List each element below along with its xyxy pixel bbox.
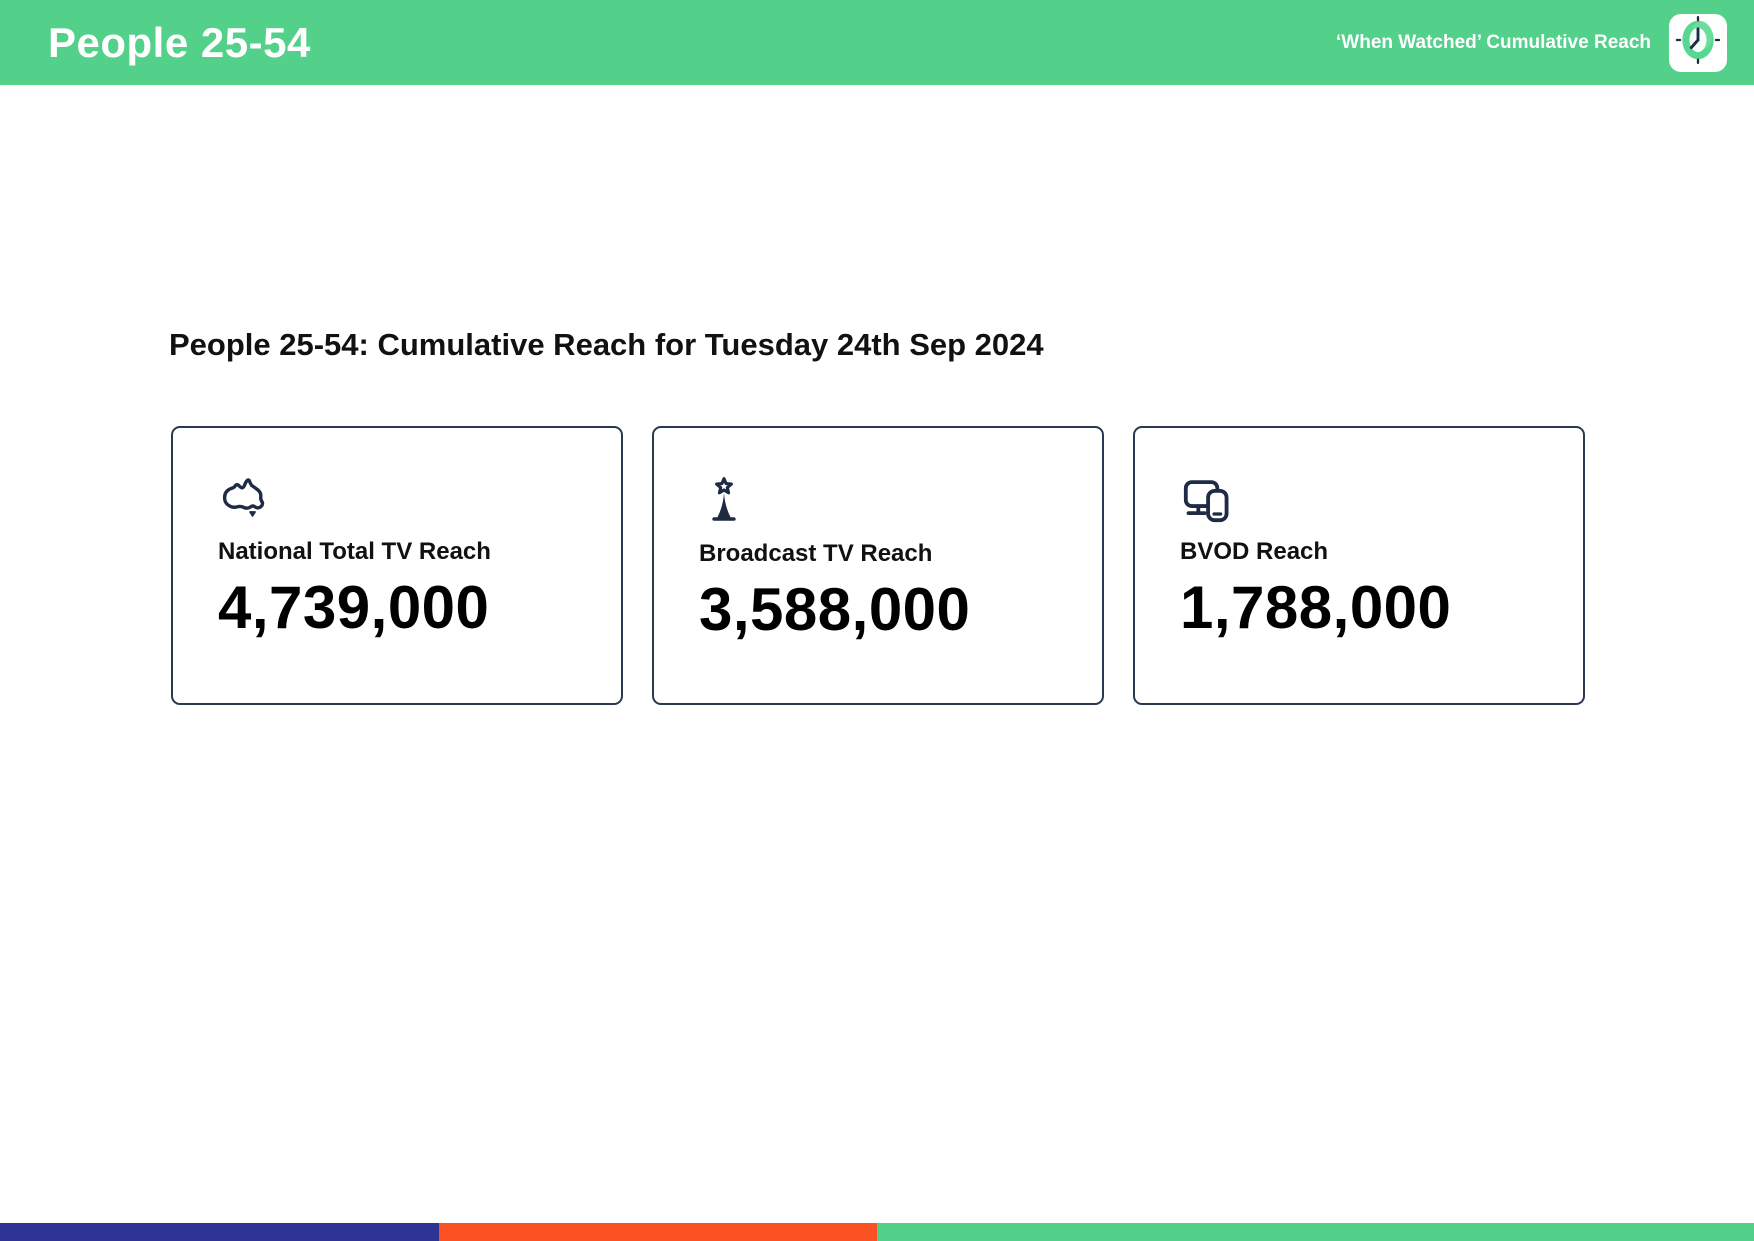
kpi-value: 1,788,000	[1180, 574, 1452, 641]
kpi-card-broadcast-tv-reach: Broadcast TV Reach 3,588,000	[652, 426, 1104, 705]
kpi-label: Broadcast TV Reach	[699, 540, 933, 567]
footer-segment-navy	[0, 1223, 439, 1241]
kpi-value: 4,739,000	[218, 574, 490, 641]
page-title: People 25-54	[48, 18, 311, 66]
app-header: People 25-54 ‘When Watched’ Cumulative R…	[0, 0, 1754, 85]
footer-segment-orange	[438, 1223, 877, 1241]
broadcast-tower-icon	[699, 474, 1062, 526]
kpi-value: 3,588,000	[699, 576, 971, 643]
clock-logo-badge	[1669, 13, 1727, 72]
report-body: People 25-54: Cumulative Reach for Tuesd…	[0, 327, 1754, 705]
clock-icon	[1672, 14, 1724, 71]
kpi-card-national-total-tv-reach: National Total TV Reach 4,739,000	[171, 426, 623, 705]
australia-map-icon	[218, 474, 581, 524]
report-heading: People 25-54: Cumulative Reach for Tuesd…	[169, 327, 1044, 362]
kpi-card-bvod-reach: BVOD Reach 1,788,000	[1133, 426, 1585, 705]
header-right: ‘When Watched’ Cumulative Reach	[1336, 13, 1727, 72]
header-subtitle: ‘When Watched’ Cumulative Reach	[1336, 31, 1651, 53]
kpi-label: BVOD Reach	[1180, 538, 1329, 565]
tv-and-phone-devices-icon	[1180, 474, 1543, 524]
kpi-label: National Total TV Reach	[218, 538, 491, 565]
footer-segment-green	[877, 1223, 1754, 1241]
kpi-cards-row: National Total TV Reach 4,739,000 Broadc…	[171, 426, 1754, 705]
footer-color-bar	[0, 1223, 1754, 1241]
